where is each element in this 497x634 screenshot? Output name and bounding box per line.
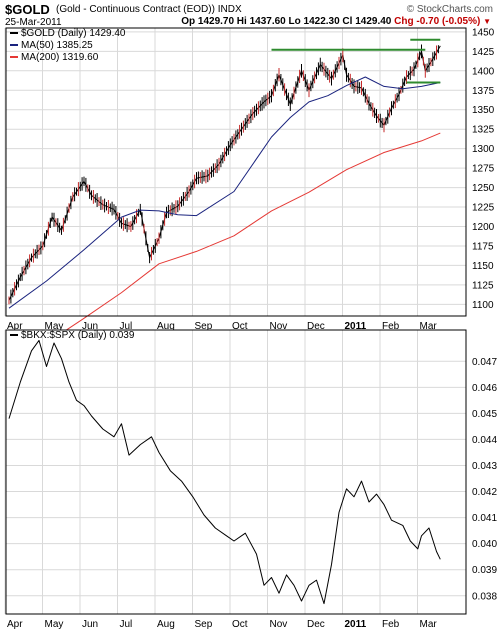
gold-x-tick-label: 2011 <box>345 321 367 332</box>
gold-y-tick-label: 1150 <box>472 261 494 272</box>
gold-frame <box>5 27 467 317</box>
ratio-x-tick-label: Jun <box>82 619 98 630</box>
legend-entry: MA(50) 1385.25 <box>21 40 93 51</box>
gold-y-tick-label: 1350 <box>472 105 495 116</box>
ratio-x-tick-label: 2011 <box>345 619 367 630</box>
gold-y-tick-label: 1175 <box>472 241 494 252</box>
gold-y-tick-label: 1125 <box>472 280 494 291</box>
gold-plot-area <box>6 28 466 316</box>
quote-date: 25-Mar-2011 <box>5 17 62 28</box>
gold-y-tick-label: 1375 <box>472 86 495 97</box>
ratio-x-tick-label: Sep <box>195 619 213 630</box>
chart-symbol: $GOLD <box>5 2 50 17</box>
ratio-x-tick-label: Feb <box>382 619 400 630</box>
gold-x-tick-label: Jul <box>120 321 133 332</box>
legend-entry: $GOLD (Daily) 1429.40 <box>21 28 126 39</box>
gold-x-tick-label: Nov <box>270 321 288 332</box>
ratio-y-tick-label: 0.046 <box>472 383 497 394</box>
bkx-spx-ratio-line <box>8 339 441 605</box>
gold-x-tick-label: Feb <box>382 321 400 332</box>
gold-x-tick-label: Aug <box>157 321 175 332</box>
ratio-x-tick-label: Aug <box>157 619 175 630</box>
gold-x-tick-label: Apr <box>7 321 23 332</box>
gold-y-tick-label: 1325 <box>472 125 495 136</box>
gold-x-tick-label: Jun <box>82 321 98 332</box>
ratio-x-tick-label: Jul <box>120 619 133 630</box>
ratio-y-tick-label: 0.040 <box>472 539 497 550</box>
gold-y-tick-label: 1250 <box>472 183 495 194</box>
gold-y-tick-label: 1200 <box>472 222 495 233</box>
ratio-y-tick-label: 0.045 <box>472 409 497 420</box>
gold-x-tick-label: Sep <box>195 321 213 332</box>
ratio-y-tick-label: 0.039 <box>472 565 497 576</box>
chart-description: (Gold - Continuous Contract (EOD)) INDX <box>56 4 242 15</box>
change-value: Chg -0.70 (-0.05%) <box>394 16 481 27</box>
gold-y-tick-label: 1425 <box>472 47 495 58</box>
gold-x-tick-label: May <box>45 321 64 332</box>
legend-entry: MA(200) 1319.60 <box>21 52 99 63</box>
gold-y-tick-label: 1100 <box>472 300 494 311</box>
ratio-plot-area <box>6 330 466 614</box>
ratio-x-tick-label: Mar <box>420 619 438 630</box>
down-arrow-icon: ▼ <box>483 17 491 26</box>
gold-y-tick-label: 1275 <box>472 164 495 175</box>
gold-y-tick-label: 1300 <box>472 144 495 155</box>
gold-y-tick-label: 1400 <box>472 66 495 77</box>
ma200-line <box>8 132 441 371</box>
ratio-y-tick-label: 0.042 <box>472 487 497 498</box>
ratio-y-tick-label: 0.044 <box>472 435 497 446</box>
gold-x-tick-label: Dec <box>307 321 325 332</box>
gold-x-tick-label: Oct <box>232 321 248 332</box>
ratio-x-tick-label: Nov <box>270 619 288 630</box>
ratio-y-tick-label: 0.043 <box>472 461 497 472</box>
ratio-x-tick-label: Apr <box>7 619 23 630</box>
gold-y-tick-label: 1225 <box>472 203 495 214</box>
ohlc-values: Op 1429.70 Hi 1437.60 Lo 1422.30 Cl 1429… <box>181 16 392 27</box>
chart-credit[interactable]: © StockCharts.com <box>406 4 493 15</box>
ratio-x-tick-label: Oct <box>232 619 248 630</box>
ratio-y-tick-label: 0.038 <box>472 591 497 602</box>
gold-x-tick-label: Mar <box>420 321 438 332</box>
legend-entry: $BKX:$SPX (Daily) 0.039 <box>21 330 135 341</box>
gold-y-tick-label: 1450 <box>472 27 495 38</box>
ma50-line <box>8 76 441 309</box>
ratio-x-tick-label: Dec <box>307 619 325 630</box>
ratio-frame <box>5 329 467 615</box>
ohlc-readout: Op 1429.70 Hi 1437.60 Lo 1422.30 Cl 1429… <box>181 16 491 27</box>
ratio-y-tick-label: 0.047 <box>472 357 497 368</box>
ratio-y-tick-label: 0.041 <box>472 513 497 524</box>
ratio-x-tick-label: May <box>45 619 64 630</box>
